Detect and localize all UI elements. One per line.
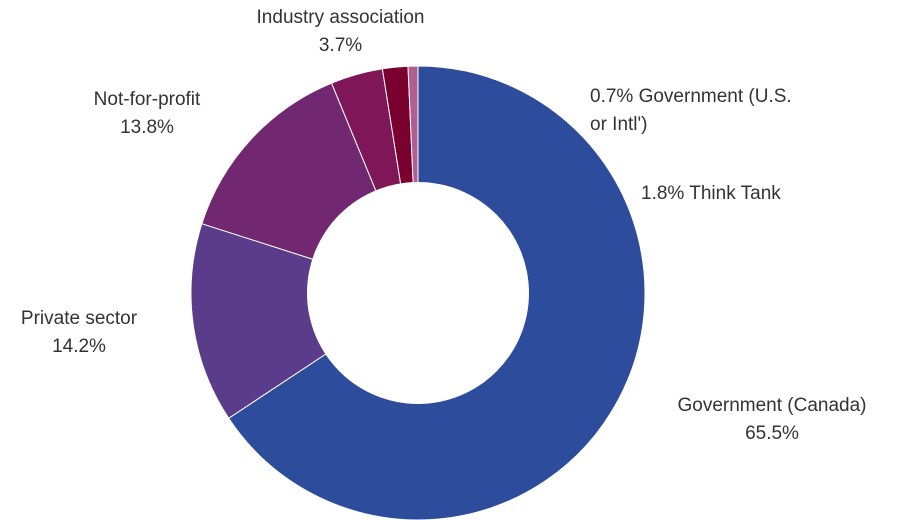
donut-hole — [307, 182, 529, 404]
label-government-intl: 0.7% Government (U.S. or Intl') — [590, 83, 850, 139]
slice-private-sector — [190, 223, 420, 419]
label-government-canada-name: Government (Canada) — [677, 395, 867, 416]
label-private-sector-name: Private sector — [20, 308, 138, 329]
label-think-tank: 1.8% Think Tank — [641, 180, 841, 208]
label-government-intl-line2: or Intl') — [590, 114, 648, 135]
label-industry-association: Industry association 3.7% — [228, 4, 453, 60]
label-think-tank-text: 1.8% Think Tank — [641, 183, 781, 204]
label-government-canada: Government (Canada) 65.5% — [652, 392, 892, 448]
label-industry-association-pct: 3.7% — [318, 35, 363, 56]
label-government-intl-line1: 0.7% Government (U.S. — [590, 86, 792, 107]
label-private-sector-pct: 14.2% — [52, 336, 106, 357]
label-industry-association-name: Industry association — [256, 7, 425, 28]
label-private-sector: Private sector 14.2% — [4, 305, 154, 361]
label-not-for-profit-pct: 13.8% — [120, 117, 174, 138]
label-government-canada-pct: 65.5% — [745, 423, 799, 444]
label-not-for-profit-name: Not-for-profit — [93, 89, 201, 110]
label-not-for-profit: Not-for-profit 13.8% — [62, 86, 232, 142]
